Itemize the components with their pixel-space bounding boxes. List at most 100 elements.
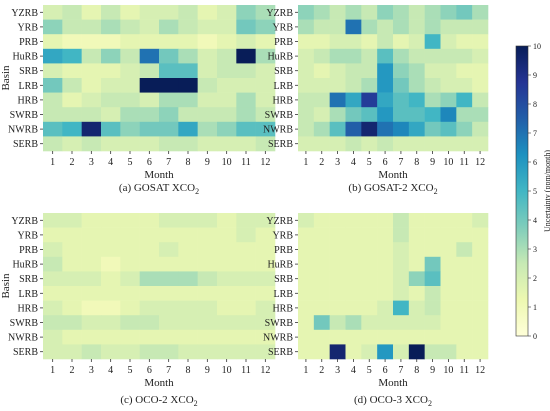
heatmap-cell	[456, 227, 473, 243]
x-tick-label: 11	[241, 365, 251, 376]
y-tick-label: YZRB	[266, 8, 293, 19]
heatmap-cell	[101, 344, 121, 360]
heatmap-cell	[313, 213, 330, 228]
x-tick-label: 3	[335, 157, 340, 168]
heatmap-cell	[81, 48, 102, 64]
heatmap-cell	[424, 242, 441, 258]
heatmap-cell	[329, 344, 346, 360]
heatmap-cell	[81, 5, 102, 20]
heatmap-cell	[178, 315, 198, 331]
heatmap-cell	[139, 34, 160, 50]
heatmap-cell	[120, 107, 140, 123]
heatmap-cell	[101, 48, 121, 64]
heatmap-cell	[361, 315, 378, 331]
heatmap-cell	[120, 286, 140, 301]
x-tick-label: 5	[128, 365, 133, 376]
x-tick-label: 12	[260, 157, 270, 168]
heatmap-cell	[361, 136, 378, 152]
heatmap-cell	[377, 136, 394, 152]
y-tick-label: NWRB	[263, 333, 293, 344]
heatmap-cell	[393, 121, 410, 137]
heatmap-cell	[236, 136, 256, 152]
heatmap-cell	[329, 5, 346, 20]
heatmap-cell	[345, 286, 362, 301]
heatmap-cell	[361, 271, 378, 287]
heatmap-cell	[377, 213, 394, 228]
heatmap-cell	[62, 256, 82, 272]
heatmap-cell	[440, 286, 457, 301]
heatmap-cell	[440, 78, 457, 93]
y-tick-label: SWRB	[10, 318, 39, 329]
heatmap-cell	[424, 213, 441, 228]
heatmap-cell	[120, 136, 140, 152]
heatmap-cell	[101, 300, 121, 316]
heatmap-cell	[217, 329, 237, 345]
heatmap-cell	[298, 5, 315, 20]
heatmap-cell	[393, 315, 410, 331]
heatmap-cell	[393, 329, 410, 345]
heatmap-cell	[81, 300, 102, 316]
heatmap-cell	[178, 344, 198, 360]
heatmap-cell	[361, 19, 378, 35]
y-tick-label: SWRB	[10, 110, 39, 121]
heatmap-cell	[472, 78, 489, 93]
heatmap-cell	[393, 78, 410, 93]
x-tick-label: 11	[459, 365, 469, 376]
panel-caption: (d) OCO-3 XCO2	[354, 394, 432, 408]
heatmap-cell	[377, 286, 394, 301]
heatmap-cell	[62, 242, 82, 258]
heatmap-cell	[345, 78, 362, 93]
heatmap-cell	[298, 92, 315, 108]
heatmap-cell	[159, 5, 179, 20]
heatmap-cell	[313, 286, 330, 301]
heatmap-cell	[120, 315, 140, 331]
heatmap-cell	[424, 34, 441, 50]
heatmap-cell	[298, 107, 315, 123]
heatmap-cell	[255, 213, 276, 228]
heatmap-cell	[62, 78, 82, 93]
heatmap-cell	[43, 344, 63, 360]
heatmap-cell	[81, 271, 102, 287]
heatmap-cell	[377, 34, 394, 50]
heatmap-cell	[101, 227, 121, 243]
heatmap-cell	[178, 136, 198, 152]
y-tick-label: LRB	[19, 289, 39, 300]
heatmap-cell	[255, 227, 276, 243]
x-tick-label: 12	[260, 365, 270, 376]
heatmap-cell	[217, 286, 237, 301]
heatmap-cell	[345, 329, 362, 345]
heatmap-cell	[236, 48, 256, 64]
y-tick-label: SWRB	[265, 110, 294, 121]
heatmap-cell	[62, 271, 82, 287]
heatmap-cell	[197, 242, 218, 258]
heatmap-cell	[361, 63, 378, 79]
x-tick-label: 7	[166, 157, 171, 168]
x-tick-label: 2	[70, 365, 75, 376]
heatmap-cell	[139, 227, 160, 243]
colorbar-bar	[515, 45, 529, 337]
heatmap-cell	[313, 5, 330, 20]
heatmap-cell	[440, 344, 457, 360]
heatmap-cell	[217, 34, 237, 50]
heatmap-cell	[81, 227, 102, 243]
heatmap-cell	[313, 92, 330, 108]
heatmap-cell	[255, 63, 276, 79]
heatmap-cell	[139, 344, 160, 360]
heatmap-cell	[236, 329, 256, 345]
x-tick-label: 5	[128, 157, 133, 168]
y-axis-title: Basin	[0, 65, 12, 91]
heatmap-cell	[424, 78, 441, 93]
heatmap-cell	[472, 329, 489, 345]
x-tick-label: 1	[50, 157, 55, 168]
heatmap-cell	[197, 136, 218, 152]
y-tick-label: LRB	[19, 81, 39, 92]
y-tick-label: YRB	[17, 22, 38, 33]
heatmap-cell	[345, 92, 362, 108]
x-axis-title: Month	[378, 169, 408, 181]
heatmap-cell	[298, 121, 315, 137]
heatmap-cell	[377, 63, 394, 79]
heatmap-cell	[159, 19, 179, 35]
heatmap-cell	[424, 92, 441, 108]
heatmap-cell	[440, 136, 457, 152]
